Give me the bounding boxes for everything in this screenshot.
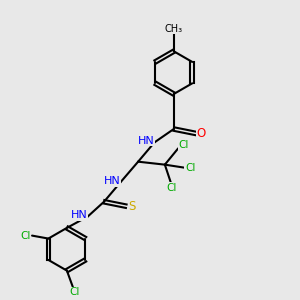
Text: HN: HN <box>103 176 120 186</box>
Text: Cl: Cl <box>20 231 30 241</box>
Text: HN: HN <box>138 136 154 146</box>
Text: Cl: Cl <box>166 183 177 193</box>
Text: Cl: Cl <box>178 140 188 150</box>
Text: O: O <box>197 127 206 140</box>
Text: S: S <box>128 200 136 213</box>
Text: CH₃: CH₃ <box>165 24 183 34</box>
Text: Cl: Cl <box>185 163 195 172</box>
Text: Cl: Cl <box>69 287 80 297</box>
Text: HN: HN <box>71 210 88 220</box>
